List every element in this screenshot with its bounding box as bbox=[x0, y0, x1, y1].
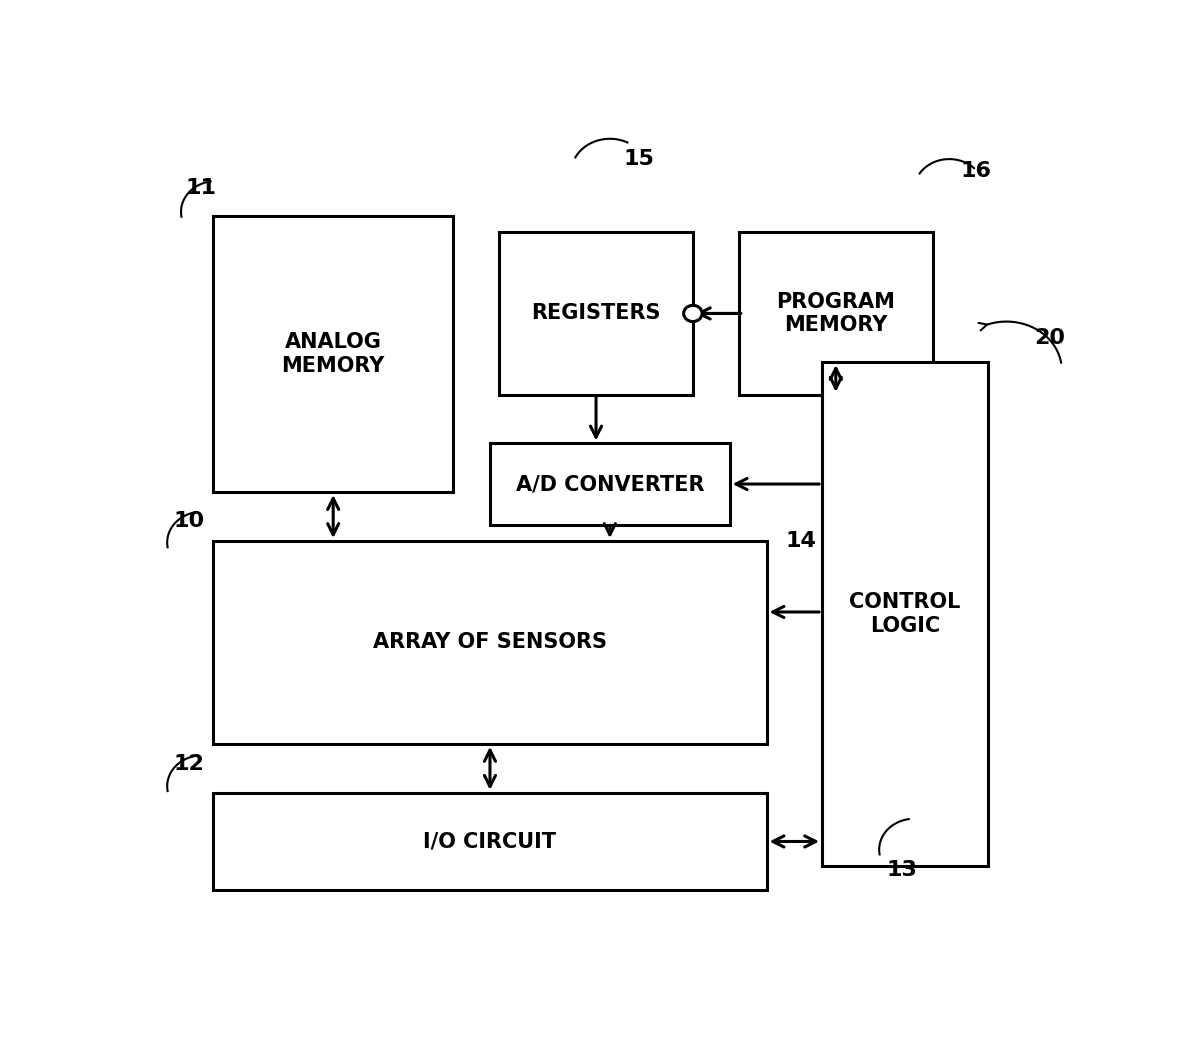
Text: ANALOG
MEMORY: ANALOG MEMORY bbox=[282, 332, 384, 376]
Text: 10: 10 bbox=[174, 511, 205, 531]
Text: CONTROL
LOGIC: CONTROL LOGIC bbox=[850, 593, 960, 635]
Text: REGISTERS: REGISTERS bbox=[531, 304, 660, 324]
Text: 16: 16 bbox=[960, 161, 991, 181]
Bar bbox=[213, 216, 453, 492]
Text: 14: 14 bbox=[785, 531, 816, 551]
Text: 20: 20 bbox=[1034, 328, 1065, 348]
Circle shape bbox=[683, 305, 702, 322]
Text: I/O CIRCUIT: I/O CIRCUIT bbox=[424, 831, 557, 851]
Bar bbox=[500, 232, 693, 395]
Text: 12: 12 bbox=[174, 754, 205, 774]
Bar bbox=[213, 792, 766, 890]
Text: ARRAY OF SENSORS: ARRAY OF SENSORS bbox=[372, 632, 607, 652]
Bar bbox=[822, 362, 988, 866]
Text: 15: 15 bbox=[624, 149, 655, 169]
Bar bbox=[490, 443, 729, 524]
Text: A/D CONVERTER: A/D CONVERTER bbox=[515, 474, 704, 494]
Text: PROGRAM
MEMORY: PROGRAM MEMORY bbox=[776, 292, 895, 335]
Text: 11: 11 bbox=[186, 178, 217, 198]
Text: 13: 13 bbox=[887, 860, 917, 880]
Bar bbox=[213, 541, 766, 744]
Bar bbox=[739, 232, 933, 395]
